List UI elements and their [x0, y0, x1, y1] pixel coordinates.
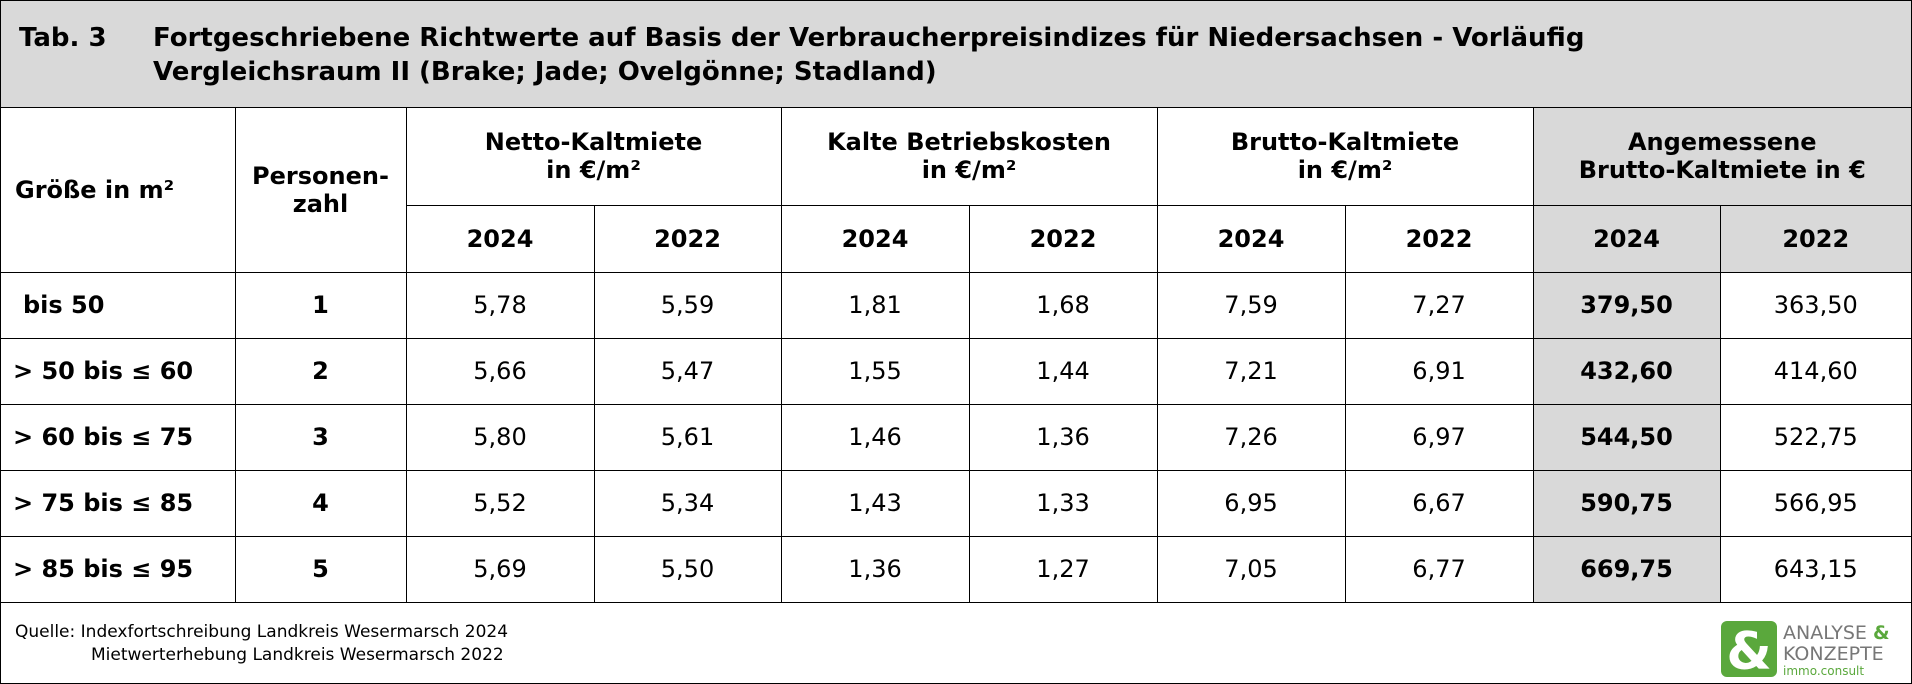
header-line: Personen-	[252, 161, 389, 190]
cell: 6,91	[1344, 337, 1534, 405]
data-row: bis 50 1 5,78 5,59 1,81 1,68 7,59 7,27 379,50 363…	[1, 271, 1912, 339]
data-table: Größe in m² Personen-zahl Netto-Kaltmiete i…	[1, 108, 1912, 603]
header-cell: Größe in m²	[1, 108, 236, 273]
cell: 5,47	[593, 337, 782, 405]
cell: 1,46	[780, 403, 970, 471]
cell: 1,44	[968, 337, 1158, 405]
year-header: 2024	[1532, 204, 1721, 273]
logo-line: KONZEPTE	[1783, 643, 1884, 665]
header-line: in €/m²	[1297, 156, 1393, 185]
logo-amp: &	[1873, 622, 1890, 644]
cell: 4	[234, 469, 407, 537]
header-row: Größe in m² Personen-zahl Netto-Kaltmiete i…	[1, 108, 1912, 273]
cell: 432,60	[1532, 337, 1721, 405]
cell: 669,75	[1532, 535, 1721, 603]
title-line: Fortgeschriebene Richtwerte auf Basis de…	[153, 23, 1585, 53]
cell: 5,50	[593, 535, 782, 603]
header-cell: Personen-zahl	[234, 108, 407, 273]
cell: 1,36	[780, 535, 970, 603]
cell: 363,50	[1719, 271, 1912, 339]
header-line: Brutto-Kaltmiete in €	[1578, 156, 1866, 185]
cell: 6,97	[1344, 403, 1534, 471]
header-row: 2024 2022 2024 2022 2024 2022 2024 2022	[1, 204, 1912, 273]
cell: 7,27	[1344, 271, 1534, 339]
cell: 5,34	[593, 469, 782, 537]
group-header: Brutto-Kaltmiete in €/m²	[1156, 108, 1534, 206]
cell: 5,66	[405, 337, 595, 405]
cell: 7,05	[1156, 535, 1346, 603]
cell: 1,81	[780, 271, 970, 339]
data-row: > 85 bis ≤ 95 5 5,69 5,50 1,36 1,27 7,05 6,77 66…	[1, 535, 1912, 603]
cell: 5	[234, 535, 407, 603]
cell: 2	[234, 337, 407, 405]
group-header: Angemessene Brutto-Kaltmiete in €	[1532, 108, 1912, 206]
header-line: in €/m²	[921, 156, 1017, 185]
data-row: > 75 bis ≤ 85 4 5,52 5,34 1,43 1,33 6,95 6,67 59…	[1, 469, 1912, 537]
cell: 1,68	[968, 271, 1158, 339]
source: Quelle: Indexfortschreibung Landkreis We…	[15, 621, 508, 667]
cell: 5,78	[405, 271, 595, 339]
cell: 1,43	[780, 469, 970, 537]
cell: 1,33	[968, 469, 1158, 537]
year-header: 2024	[1156, 204, 1346, 273]
source-label: Quelle:	[15, 622, 76, 642]
header-line: Angemessene	[1627, 128, 1817, 157]
header-line: zahl	[292, 189, 349, 218]
cell: 7,59	[1156, 271, 1346, 339]
cell: > 60 bis ≤ 75	[1, 403, 236, 471]
cell: 643,15	[1719, 535, 1912, 603]
cell: 3	[234, 403, 407, 471]
cell: bis 50	[1, 271, 236, 339]
cell: 5,80	[405, 403, 595, 471]
group-header: Netto-Kaltmiete in €/m²	[405, 108, 782, 206]
cell: 590,75	[1532, 469, 1721, 537]
logo-symbol: &	[1726, 622, 1771, 679]
table-number: Tab. 3	[19, 23, 107, 53]
header-line: Kalte Betriebskosten	[827, 128, 1111, 157]
header-line: Netto-Kaltmiete	[484, 128, 703, 157]
year-header: 2024	[406, 204, 595, 273]
year-header: 2022	[593, 204, 782, 273]
cell: 7,21	[1156, 337, 1346, 405]
cell: > 75 bis ≤ 85	[1, 469, 236, 537]
cell: 1,55	[780, 337, 970, 405]
cell: 414,60	[1719, 337, 1912, 405]
year-header: 2022	[1344, 204, 1534, 273]
cell: > 50 bis ≤ 60	[1, 337, 236, 405]
cell: 379,50	[1532, 271, 1721, 339]
cell: 1,27	[968, 535, 1158, 603]
title-line: Vergleichsraum II (Brake; Jade; Ovelgönn…	[153, 57, 937, 87]
cell: 1	[234, 271, 407, 339]
logo-text: ANALYSE &	[1783, 622, 1890, 644]
group-header: Kalte Betriebskosten in €/m²	[780, 108, 1158, 206]
logo: & ANALYSE & KONZEPTE immo.consult	[1721, 621, 1890, 679]
year-header: 2022	[968, 204, 1158, 273]
logo-box	[1721, 621, 1777, 677]
header-line: Brutto-Kaltmiete	[1230, 128, 1460, 157]
cell: 566,95	[1719, 469, 1912, 537]
source-line: Mietwerterhebung Landkreis Wesermarsch 2…	[91, 645, 504, 665]
source-line: Indexfortschreibung Landkreis Wesermarsc…	[80, 622, 509, 642]
cell: 6,67	[1344, 469, 1534, 537]
cell: 5,52	[405, 469, 595, 537]
year-header: 2024	[780, 204, 970, 273]
logo-line: ANALYSE	[1783, 622, 1867, 644]
cell: 1,36	[968, 403, 1158, 471]
header-line: in €/m²	[546, 156, 641, 185]
cell: 5,59	[593, 271, 782, 339]
cell: 5,69	[405, 535, 595, 603]
cell: 6,95	[1156, 469, 1346, 537]
year-header: 2022	[1719, 204, 1912, 273]
cell: 522,75	[1719, 403, 1912, 471]
cell: 6,77	[1344, 535, 1534, 603]
logo-line: immo.consult	[1783, 664, 1864, 678]
title-bar: Tab. 3 Fortgeschriebene Richtwerte auf B…	[1, 1, 1911, 108]
data-row: > 60 bis ≤ 75 3 5,80 5,61 1,46 1,36 7,26 6,97 54…	[1, 403, 1912, 471]
cell: 544,50	[1532, 403, 1721, 471]
cell: 7,26	[1156, 403, 1346, 471]
data-row: > 50 bis ≤ 60 2 5,66 5,47 1,55 1,44 7,21 6,91 43…	[1, 337, 1912, 405]
cell: > 85 bis ≤ 95	[1, 535, 236, 603]
cell: 5,61	[593, 403, 782, 471]
